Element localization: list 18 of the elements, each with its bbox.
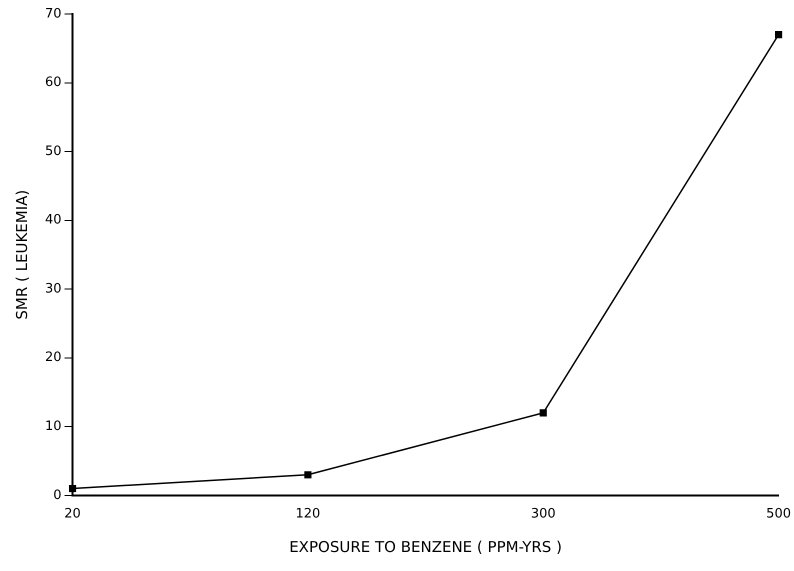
y-tick-label: 0 bbox=[53, 488, 62, 503]
y-axis-title: SMR ( LEUKEMIA) bbox=[12, 190, 31, 320]
point bbox=[68, 484, 76, 492]
x-tick-label: 500 bbox=[766, 506, 792, 522]
y-tick-label: 20 bbox=[44, 350, 62, 366]
y-tick-label: 10 bbox=[44, 419, 62, 434]
y-tick-label: 70 bbox=[44, 6, 62, 22]
x-axis-title: EXPOSURE TO BENZENE ( PPM-YRS ) bbox=[289, 538, 562, 556]
point bbox=[540, 409, 547, 416]
x-tick-label: 20 bbox=[64, 506, 81, 522]
y-tick-label: 60 bbox=[44, 75, 62, 90]
y-tick-label: 30 bbox=[44, 281, 62, 296]
y-tick-label: 40 bbox=[44, 212, 62, 228]
y-tick-label: 50 bbox=[44, 144, 62, 159]
point bbox=[775, 31, 782, 38]
point bbox=[304, 471, 312, 478]
x-tick-label: 120 bbox=[295, 506, 320, 522]
x-tick-label: 300 bbox=[530, 506, 556, 522]
